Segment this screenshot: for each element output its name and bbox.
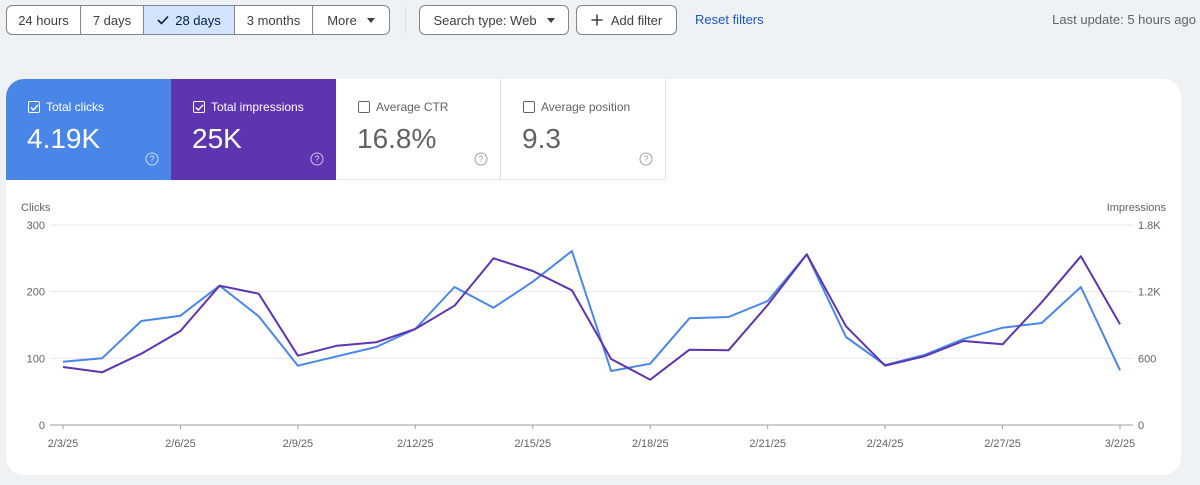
y-tick-label: 100 bbox=[27, 353, 45, 365]
performance-chart[interactable]: Clicks Impressions 0 100 200 300 0 600 1.2K 1.… bbox=[6, 180, 1181, 475]
metric-average-ctr[interactable]: Average CTR 16.8% ? bbox=[336, 79, 501, 180]
series-line-impressions[interactable] bbox=[62, 253, 1121, 381]
series-line-clicks[interactable] bbox=[62, 250, 1121, 372]
metric-label: Total impressions bbox=[211, 100, 304, 114]
add-filter-button[interactable]: Add filter bbox=[576, 5, 677, 35]
checkbox-checked-icon bbox=[193, 101, 205, 113]
x-tick-label: 3/2/25 bbox=[1105, 438, 1136, 450]
x-tick-label: 2/18/25 bbox=[632, 438, 669, 450]
metric-value: 25K bbox=[192, 123, 242, 154]
help-circle-icon[interactable]: ? bbox=[474, 152, 488, 166]
range-7-days-button[interactable]: 7 days bbox=[81, 6, 144, 34]
metric-total-impressions[interactable]: Total impressions 25K ? bbox=[171, 79, 336, 180]
reset-filters-link[interactable]: Reset filters bbox=[695, 12, 764, 27]
chevron-down-icon bbox=[546, 17, 555, 23]
svg-text:?: ? bbox=[643, 154, 648, 164]
y2-tick-label: 1.8K bbox=[1138, 220, 1161, 232]
metric-label: Average position bbox=[541, 100, 631, 114]
y-tick-label: 200 bbox=[27, 287, 45, 299]
y-axis-left: 0 100 200 300 bbox=[27, 220, 45, 432]
chart-grid bbox=[50, 224, 1133, 426]
x-axis: 2/3/25 2/6/25 2/9/25 2/12/25 2/15/25 2/18/25 2… bbox=[48, 425, 1136, 450]
range-28-days-button[interactable]: 28 days bbox=[144, 6, 235, 34]
range-3-months-button[interactable]: 3 months bbox=[235, 6, 313, 34]
y-tick-label: 300 bbox=[27, 220, 45, 232]
plus-icon bbox=[591, 14, 603, 26]
y2-tick-label: 1.2K bbox=[1138, 287, 1161, 299]
help-circle-icon[interactable]: ? bbox=[145, 152, 159, 166]
x-tick-label: 2/12/25 bbox=[397, 438, 434, 450]
x-tick-label: 2/9/25 bbox=[283, 438, 314, 450]
metric-label: Average CTR bbox=[376, 100, 449, 114]
y-axis-right: 0 600 1.2K 1.8K bbox=[1138, 220, 1161, 432]
metric-total-clicks[interactable]: Total clicks 4.19K ? bbox=[6, 79, 171, 180]
y-axis-label-right: Impressions bbox=[1107, 202, 1167, 214]
x-tick-label: 2/24/25 bbox=[867, 438, 904, 450]
help-circle-icon[interactable]: ? bbox=[639, 152, 653, 166]
checkbox-unchecked-icon bbox=[358, 101, 370, 113]
chart-series bbox=[62, 250, 1121, 381]
x-tick-label: 2/21/25 bbox=[749, 438, 786, 450]
y-tick-label: 0 bbox=[39, 420, 45, 432]
metric-value: 16.8% bbox=[357, 123, 437, 154]
y-axis-label-left: Clicks bbox=[21, 202, 51, 214]
svg-text:?: ? bbox=[314, 154, 319, 164]
svg-text:?: ? bbox=[149, 154, 154, 164]
search-type-dropdown[interactable]: Search type: Web bbox=[419, 5, 569, 35]
metric-label: Total clicks bbox=[46, 100, 105, 114]
toolbar-divider bbox=[405, 7, 406, 33]
checkbox-unchecked-icon bbox=[523, 101, 535, 113]
y2-tick-label: 0 bbox=[1138, 420, 1144, 432]
range-more-button[interactable]: More bbox=[313, 6, 389, 34]
metric-value: 4.19K bbox=[27, 123, 101, 154]
y2-tick-label: 600 bbox=[1138, 353, 1156, 365]
chevron-down-icon bbox=[366, 17, 375, 23]
range-24-hours-button[interactable]: 24 hours bbox=[7, 6, 81, 34]
help-circle-icon[interactable]: ? bbox=[310, 152, 324, 166]
x-tick-label: 2/3/25 bbox=[48, 438, 79, 450]
toolbar: 24 hours 7 days 28 days 3 months More Se… bbox=[0, 0, 1200, 40]
svg-text:?: ? bbox=[478, 154, 483, 164]
x-tick-label: 2/6/25 bbox=[165, 438, 196, 450]
date-range-selector: 24 hours 7 days 28 days 3 months More bbox=[6, 5, 390, 35]
check-icon bbox=[157, 15, 169, 25]
checkbox-checked-icon bbox=[28, 101, 40, 113]
metric-value: 9.3 bbox=[522, 123, 561, 154]
x-tick-label: 2/27/25 bbox=[984, 438, 1021, 450]
last-update-text: Last update: 5 hours ago bbox=[1052, 12, 1196, 27]
performance-card: Total clicks 4.19K ? Total impressions 2… bbox=[6, 79, 1181, 475]
metric-average-position[interactable]: Average position 9.3 ? bbox=[501, 79, 666, 180]
x-tick-label: 2/15/25 bbox=[514, 438, 551, 450]
